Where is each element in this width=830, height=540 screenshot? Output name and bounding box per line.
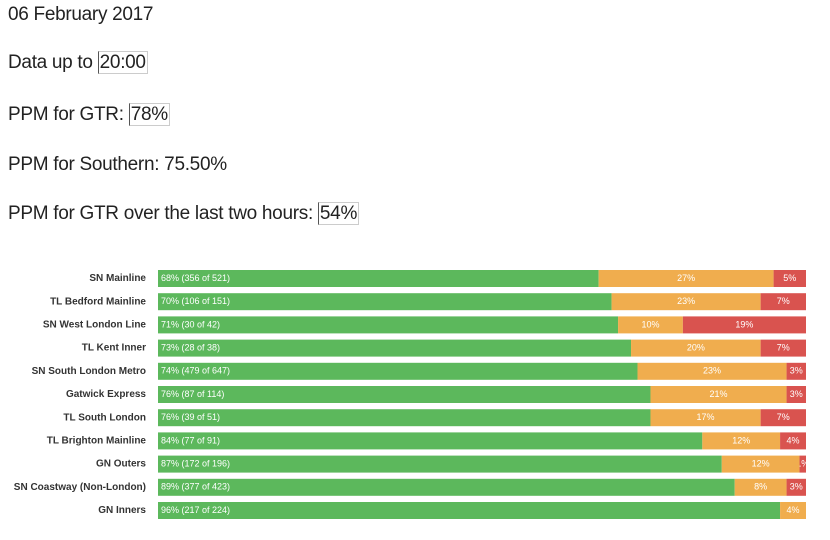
label: PPM for GTR: bbox=[8, 104, 124, 125]
bar-segment bbox=[721, 455, 800, 473]
bar-segment bbox=[786, 362, 806, 380]
bar-segment bbox=[786, 386, 806, 403]
value: 20:00 bbox=[97, 51, 148, 74]
value-label: 68% (356 of 521) bbox=[161, 273, 230, 283]
category-label: TL Kent Inner bbox=[82, 343, 146, 354]
value-label: 76% (87 of 114) bbox=[161, 389, 224, 399]
bar-segment bbox=[631, 339, 761, 357]
label: Data up to bbox=[8, 52, 93, 73]
value-label: 70% (106 of 151) bbox=[161, 296, 230, 306]
value-label: 5% bbox=[783, 273, 796, 283]
bar-segment bbox=[650, 409, 761, 427]
bar-segment bbox=[637, 362, 787, 380]
value-label: 3% bbox=[790, 366, 803, 376]
category-label: SN South London Metro bbox=[32, 366, 146, 377]
value-label: 3% bbox=[790, 389, 803, 399]
value-label: 4% bbox=[787, 435, 800, 445]
value-label: 10% bbox=[641, 319, 659, 329]
value-label: 27% bbox=[677, 273, 695, 283]
bar-segment bbox=[734, 478, 787, 496]
value-label: 12% bbox=[752, 458, 770, 468]
category-label: SN West London Line bbox=[43, 320, 147, 331]
value: 54% bbox=[317, 202, 360, 225]
category-label: GN Inners bbox=[98, 505, 146, 516]
value-label: 8% bbox=[754, 482, 767, 492]
value-label: 87% (172 of 196) bbox=[161, 458, 230, 468]
value-label: 20% bbox=[687, 342, 705, 352]
bar-segment bbox=[158, 455, 722, 473]
value-label: 17% bbox=[697, 412, 715, 422]
category-label: GN Outers bbox=[96, 459, 146, 470]
value-label: 12% bbox=[732, 435, 750, 445]
bar-segment bbox=[158, 270, 599, 287]
value-label: 74% (479 of 647) bbox=[161, 366, 230, 376]
bar-segment bbox=[158, 362, 638, 380]
ppm-southern: PPM for Southern: 75.50% bbox=[8, 154, 227, 175]
value-label: 7% bbox=[777, 412, 790, 422]
bar-segment bbox=[158, 316, 619, 334]
value-label: 84% (77 of 91) bbox=[161, 435, 220, 445]
value-label: 21% bbox=[710, 389, 728, 399]
data-up-to: Data up to 20:00 bbox=[8, 51, 148, 74]
bar-segment bbox=[780, 502, 806, 519]
category-label: SN Mainline bbox=[89, 273, 146, 284]
ppm-gtr-two-hours: PPM for GTR over the last two hours: 54% bbox=[8, 202, 360, 225]
bar-segment bbox=[598, 270, 774, 287]
label: PPM for GTR over the last two hours: bbox=[8, 203, 313, 224]
value-label: 73% (28 of 38) bbox=[161, 342, 220, 352]
value-label: 3% bbox=[790, 482, 803, 492]
date: 06 February 2017 bbox=[8, 4, 154, 25]
bar-segment bbox=[158, 478, 735, 496]
category-label: Gatwick Express bbox=[66, 389, 146, 400]
bar-segment bbox=[760, 293, 806, 311]
value-label: 71% (30 of 42) bbox=[161, 319, 220, 329]
bar-segment bbox=[682, 316, 806, 334]
category-label: TL Bedford Mainline bbox=[50, 296, 146, 307]
value-label: 23% bbox=[703, 366, 721, 376]
value-label: 76% (39 of 51) bbox=[161, 412, 220, 422]
bar-segment bbox=[760, 409, 806, 427]
bar-segment bbox=[158, 293, 612, 311]
bar-segment bbox=[611, 293, 761, 311]
bar-segment bbox=[158, 502, 781, 519]
category-label: TL South London bbox=[63, 412, 146, 423]
value-label: 4% bbox=[787, 505, 800, 515]
category-label: TL Brighton Mainline bbox=[47, 436, 147, 447]
value-label: 23% bbox=[677, 296, 695, 306]
chart: SN Mainline 68% (356 of 521) 27% 5% TL Bedfo… bbox=[14, 270, 809, 519]
value-label: 7% bbox=[777, 296, 790, 306]
bar-segment bbox=[760, 339, 806, 357]
value-label: 7% bbox=[777, 342, 790, 352]
value-label: 89% (377 of 423) bbox=[161, 482, 230, 492]
bar-segment bbox=[158, 386, 651, 403]
bar-segment bbox=[618, 316, 683, 334]
bar-segment bbox=[158, 432, 703, 450]
bar-segment bbox=[780, 432, 806, 450]
value: 78% bbox=[128, 103, 170, 126]
value-label: 19% bbox=[735, 319, 753, 329]
ppm-gtr: PPM for GTR: 78% bbox=[8, 103, 170, 126]
bar-segment bbox=[799, 455, 806, 473]
bar-segment bbox=[650, 386, 787, 403]
bar-segment bbox=[702, 432, 781, 450]
value-label: 1% bbox=[796, 458, 809, 468]
bar-segment bbox=[773, 270, 806, 287]
value-label: 96% (217 of 224) bbox=[161, 505, 230, 515]
bar-segment bbox=[158, 409, 651, 427]
bar-segment bbox=[158, 339, 632, 357]
category-label: SN Coastway (Non-London) bbox=[14, 482, 146, 493]
bar-segment bbox=[786, 478, 806, 496]
